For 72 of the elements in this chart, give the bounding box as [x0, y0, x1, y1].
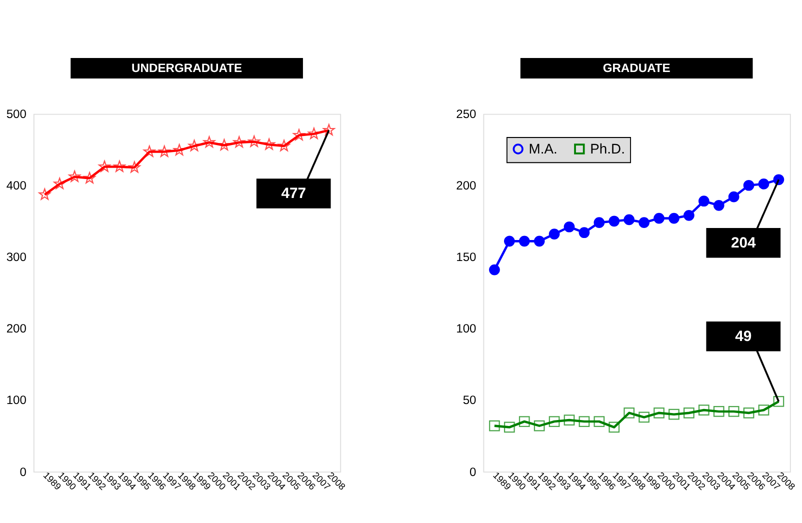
point [698, 404, 710, 416]
point [188, 140, 200, 152]
point [114, 160, 126, 172]
point [248, 135, 260, 147]
y-tick-label: 250 [456, 106, 477, 121]
point [594, 416, 605, 427]
point [489, 264, 500, 276]
y-tick-label: 0 [20, 464, 27, 479]
point [773, 396, 784, 407]
point [98, 160, 110, 172]
point [504, 422, 515, 433]
point [743, 407, 754, 418]
point [158, 145, 170, 157]
point [728, 191, 740, 202]
y-tick-label: 300 [6, 250, 27, 264]
point [518, 236, 530, 247]
y-tick-label: 100 [6, 393, 27, 408]
point [263, 138, 276, 150]
point [54, 178, 66, 190]
point [233, 136, 246, 148]
point [624, 214, 635, 226]
point [654, 407, 664, 418]
point [668, 212, 680, 224]
point [594, 217, 605, 228]
chart-title: UNDERGRADUATE [132, 60, 242, 75]
point [143, 145, 156, 157]
point [758, 404, 770, 416]
point [203, 136, 216, 148]
y-tick-label: 100 [456, 322, 477, 336]
point [278, 140, 290, 152]
point [668, 408, 680, 420]
point [578, 227, 590, 238]
point [548, 416, 560, 427]
annotation: 204 [730, 235, 757, 252]
point [638, 412, 650, 423]
point [698, 196, 710, 207]
y-tick-label: 50 [462, 393, 477, 408]
point [68, 170, 81, 182]
point [84, 172, 96, 184]
point [578, 416, 590, 427]
point [713, 406, 724, 417]
point [518, 416, 530, 427]
point [534, 236, 545, 247]
y-tick-label: 200 [6, 322, 27, 336]
point [608, 216, 620, 227]
point [684, 210, 694, 221]
point [638, 217, 650, 228]
point [218, 139, 230, 150]
y-tick-label: 500 [6, 106, 27, 121]
point [489, 420, 500, 432]
y-tick-label: 200 [456, 178, 477, 193]
point [128, 161, 140, 173]
annotation: 477 [281, 186, 306, 202]
point [684, 407, 694, 418]
point [548, 228, 560, 240]
point [713, 200, 724, 211]
point [608, 422, 620, 433]
chart-title: GRADUATE [602, 60, 670, 75]
legend-label: Ph.D. [590, 140, 625, 157]
point [564, 414, 575, 426]
y-tick-label: 150 [456, 250, 477, 264]
y-tick-label: 0 [470, 464, 477, 479]
point [564, 221, 575, 232]
point [173, 144, 186, 156]
point [728, 406, 740, 417]
point [38, 188, 51, 200]
y-tick-label: 400 [6, 178, 27, 193]
point [624, 407, 635, 418]
legend-label: M.A. [528, 140, 558, 157]
point [534, 420, 545, 432]
point [504, 236, 515, 247]
point [654, 212, 664, 224]
